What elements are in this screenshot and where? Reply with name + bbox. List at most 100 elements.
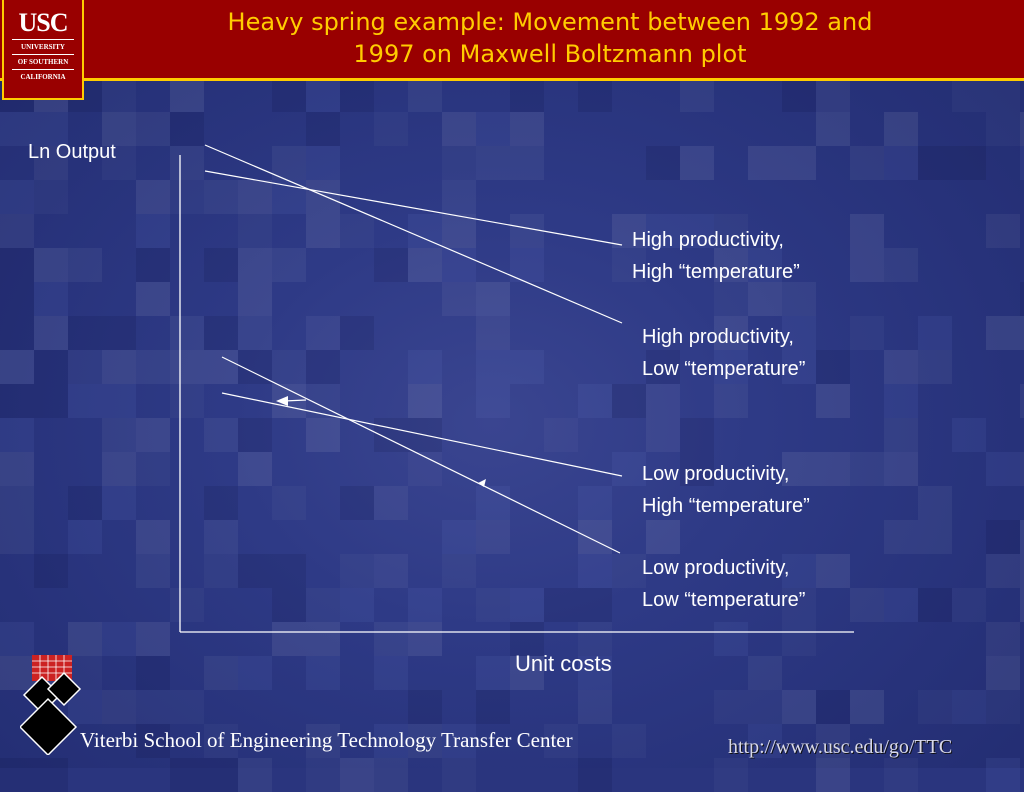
background-tile bbox=[986, 656, 1020, 690]
background-tile bbox=[1020, 520, 1024, 554]
background-tile bbox=[340, 78, 374, 112]
background-tile bbox=[442, 214, 476, 248]
background-tile bbox=[850, 588, 884, 622]
background-tile bbox=[986, 554, 1020, 588]
background-tile bbox=[306, 112, 340, 146]
background-tile bbox=[884, 418, 918, 452]
background-tile bbox=[816, 384, 850, 418]
background-tile bbox=[1020, 316, 1024, 350]
background-tile bbox=[680, 418, 714, 452]
curve-high-prod-low-temp bbox=[204, 144, 623, 324]
background-tile bbox=[340, 588, 374, 622]
background-tile bbox=[136, 248, 170, 282]
background-tile bbox=[238, 248, 272, 282]
background-tile bbox=[34, 350, 68, 384]
background-tile bbox=[238, 418, 272, 452]
background-tile bbox=[680, 452, 714, 486]
background-tile bbox=[102, 452, 136, 486]
logo-line-2: OF SOUTHERN bbox=[17, 58, 69, 66]
background-tile bbox=[578, 78, 612, 112]
background-tile bbox=[136, 520, 170, 554]
background-tile bbox=[102, 622, 136, 656]
background-tile bbox=[34, 554, 68, 588]
background-tile bbox=[306, 78, 340, 112]
background-tile bbox=[442, 520, 476, 554]
background-tile bbox=[170, 78, 204, 112]
background-tile bbox=[204, 180, 238, 214]
background-tile bbox=[442, 282, 476, 316]
logo-rule bbox=[12, 39, 74, 40]
background-tile bbox=[306, 316, 340, 350]
background-tile bbox=[816, 554, 850, 588]
movement-arrow-head bbox=[276, 396, 288, 406]
background-tile bbox=[170, 316, 204, 350]
viterbi-logo-icon bbox=[20, 655, 82, 755]
background-tile bbox=[272, 554, 306, 588]
background-tile bbox=[578, 486, 612, 520]
background-tile bbox=[306, 418, 340, 452]
background-tile bbox=[952, 418, 986, 452]
background-tile bbox=[646, 350, 680, 384]
curve-label-line-2: Low “temperature” bbox=[642, 589, 806, 611]
background-tile bbox=[918, 486, 952, 520]
background-tile bbox=[816, 112, 850, 146]
background-tile bbox=[102, 384, 136, 418]
background-tile bbox=[646, 418, 680, 452]
background-tile bbox=[238, 452, 272, 486]
background-tile bbox=[136, 554, 170, 588]
background-tile bbox=[646, 520, 680, 554]
background-tile bbox=[374, 554, 408, 588]
background-tile bbox=[204, 316, 238, 350]
background-tile bbox=[136, 724, 170, 758]
logo-line-3: CALIFORNIA bbox=[20, 73, 66, 81]
background-tile bbox=[476, 690, 510, 724]
background-tile bbox=[510, 588, 544, 622]
curve-label-line-1: Low productivity, bbox=[642, 463, 790, 485]
curve-label-line-1: High productivity, bbox=[632, 229, 784, 251]
background-tile bbox=[1020, 588, 1024, 622]
background-tile bbox=[238, 316, 272, 350]
background-tile bbox=[374, 622, 408, 656]
usc-logo: USC UNIVERSITY OF SOUTHERN CALIFORNIA bbox=[2, 0, 84, 100]
background-tile bbox=[918, 146, 952, 180]
background-tile bbox=[544, 588, 578, 622]
background-tile bbox=[238, 656, 272, 690]
background-tile bbox=[442, 112, 476, 146]
curve-label-line-2: High “temperature” bbox=[632, 261, 800, 283]
y-axis-label: Ln Output bbox=[28, 141, 116, 163]
background-tile bbox=[578, 554, 612, 588]
background-tile bbox=[306, 214, 340, 248]
background-tile bbox=[510, 214, 544, 248]
background-tile bbox=[476, 112, 510, 146]
background-tile bbox=[748, 146, 782, 180]
background-tile bbox=[272, 622, 306, 656]
background-tile bbox=[918, 588, 952, 622]
background-tile bbox=[306, 622, 340, 656]
background-tile bbox=[1020, 452, 1024, 486]
curve-label-high-prod-high-temp: High productivity, High “temperature” bbox=[632, 224, 800, 288]
title-line-2: 1997 on Maxwell Boltzmann plot bbox=[353, 40, 747, 68]
background-tile bbox=[816, 452, 850, 486]
background-tile bbox=[612, 452, 646, 486]
background-tile bbox=[952, 690, 986, 724]
diagram-canvas bbox=[179, 144, 854, 633]
background-tile bbox=[476, 316, 510, 350]
background-tile bbox=[34, 384, 68, 418]
background-tile bbox=[850, 690, 884, 724]
background-tile bbox=[0, 452, 34, 486]
background-tile bbox=[510, 146, 544, 180]
background-tile bbox=[714, 350, 748, 384]
background-tile bbox=[68, 316, 102, 350]
background-tile bbox=[136, 112, 170, 146]
background-tile bbox=[0, 520, 34, 554]
curve-label-line-2: Low “temperature” bbox=[642, 358, 806, 380]
background-tile bbox=[476, 656, 510, 690]
background-tile bbox=[680, 78, 714, 112]
background-tile bbox=[714, 622, 748, 656]
curve-label-high-prod-low-temp: High productivity, Low “temperature” bbox=[642, 321, 805, 385]
curve-label-line-1: Low productivity, bbox=[642, 557, 790, 579]
background-tile bbox=[782, 78, 816, 112]
background-tile bbox=[204, 418, 238, 452]
logo-rule bbox=[12, 69, 74, 70]
background-tile bbox=[204, 520, 238, 554]
